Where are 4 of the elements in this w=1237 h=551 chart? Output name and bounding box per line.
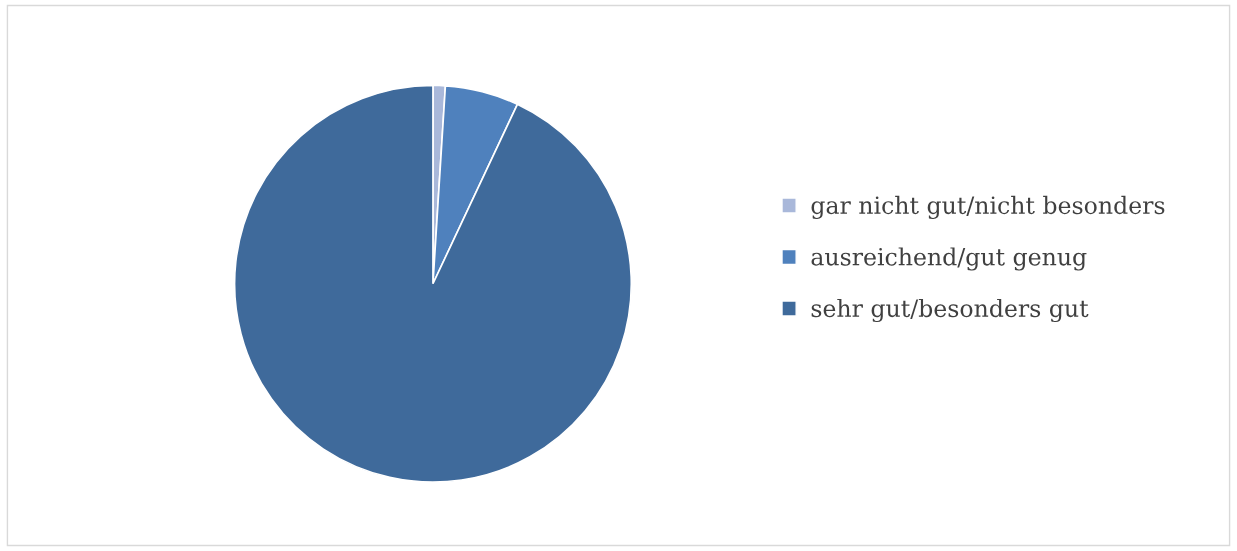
legend-label: sehr gut/besonders gut xyxy=(811,298,1089,323)
pie-slice xyxy=(233,84,633,483)
legend-label: gar nicht gut/nicht besonders xyxy=(811,195,1165,220)
legend-label: ausreichend/gut genug xyxy=(811,247,1087,271)
